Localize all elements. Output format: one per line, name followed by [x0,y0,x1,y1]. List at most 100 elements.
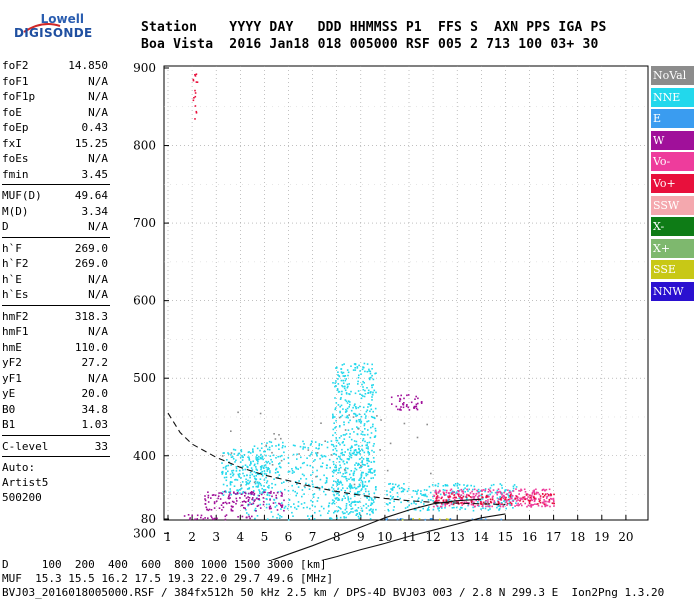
echo-point [271,461,273,463]
echo-point [507,489,509,491]
echo-point [210,515,212,517]
echo-point [354,500,356,503]
echo-point [343,476,345,478]
echo-point [211,494,214,496]
echo-point [466,501,469,504]
echo-point [519,503,522,505]
echo-point [388,483,390,485]
echo-point [470,500,473,502]
echo-point [230,509,233,512]
echo-point [535,488,537,491]
echo-point [398,487,401,490]
echo-point [489,489,491,492]
echo-point [290,506,292,508]
echo-point [331,499,334,501]
echo-point [330,517,332,519]
echo-point [338,467,340,470]
echo-point [529,504,531,507]
echo-point [357,380,359,383]
echo-point [352,369,355,371]
echo-point [358,374,360,377]
echo-point [347,374,349,377]
echo-point [504,498,507,501]
echo-point [333,500,335,502]
echo-point [516,497,519,500]
echo-point [417,489,419,492]
echo-point [486,496,489,498]
echo-point [346,479,348,482]
echo-point [369,468,372,470]
footer-muf-line: MUF 15.3 15.5 16.2 17.5 19.3 22.0 29.7 4… [2,572,334,585]
echo-point [486,494,488,497]
param-g4-5: yE 20.0 [2,386,108,401]
echo-point [367,429,369,431]
echo-point [362,386,364,388]
echo-point [321,455,324,458]
echo-point [398,484,400,487]
echo-point [391,497,393,500]
echo-point [489,487,492,489]
echo-point [292,515,294,517]
param-value: 3.45 [81,167,109,181]
echo-point [321,444,323,446]
echo-point [444,489,446,492]
echo-point [316,486,318,488]
echo-point [232,469,235,472]
echo-point [269,470,271,472]
echo-point [258,490,261,493]
echo-point [225,491,227,493]
echo-point [410,401,413,404]
echo-point [369,370,372,373]
echo-point [339,471,341,474]
echo-point [512,487,515,490]
plot-frame [163,65,649,521]
echo-point [358,483,361,486]
param-value: 318.3 [74,309,108,323]
param-separator [2,184,110,185]
echo-point [364,481,367,483]
footer-file-line: BVJ03_2016018005000.RSF / 384fx512h 50 k… [2,586,665,599]
echo-point [460,488,463,491]
echo-point [370,508,372,510]
echo-point [497,505,499,507]
echo-point [318,443,321,445]
param-value: N/A [88,152,108,165]
echo-point [301,473,304,476]
echo-point [365,410,368,413]
echo-point [389,491,392,493]
echo-point [267,467,269,469]
echo-point [401,518,404,521]
echo-point [286,480,288,482]
echo-point [241,501,244,503]
logo-line1: Lowell [40,12,84,26]
echo-point [546,495,549,498]
echo-point [405,405,408,408]
echo-point [245,481,247,483]
echo-point [417,397,419,400]
echo-point [302,446,305,448]
echo-point [374,497,376,500]
echo-point [373,492,376,494]
echo-point [444,505,447,507]
echo-point [353,451,355,453]
echo-point [515,502,517,504]
echo-point [315,453,318,456]
echo-point [215,500,218,502]
echo-point [510,496,512,499]
echo-point [359,464,362,467]
echo-point [275,494,277,497]
echo-point [349,486,351,488]
echo-point [294,481,297,483]
echo-point [248,515,250,518]
echo-point [332,461,335,463]
echo-point [387,510,390,512]
echo-point [499,505,502,508]
echo-point [206,508,208,511]
echo-point [374,417,376,420]
param-g1-7: fmin 3.45 [2,167,108,182]
echo-point [528,501,531,504]
echo-point [369,469,371,472]
echo-point [270,507,272,510]
echo-point [523,498,525,500]
echo-point [268,507,271,510]
